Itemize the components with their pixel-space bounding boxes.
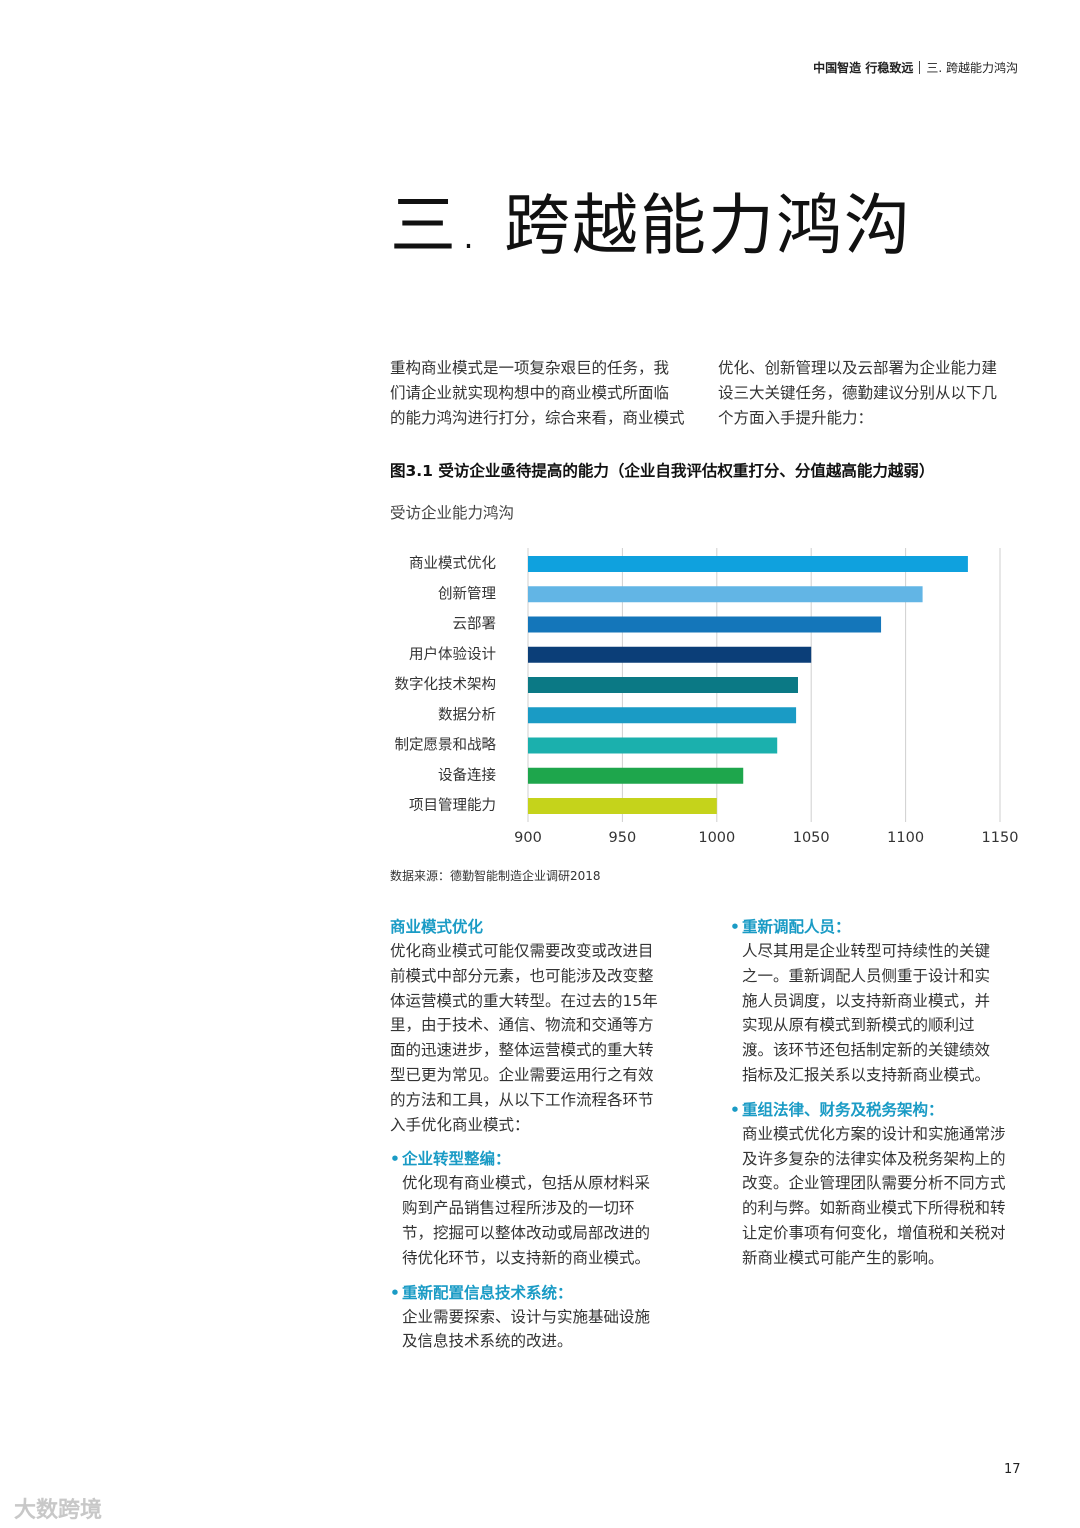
y-tick-label: 数据分析 [438, 706, 496, 723]
chart-source: 数据来源：德勤智能制造企业调研2018 [390, 869, 601, 883]
text-line: 里，由于技术、通信、物流和交通等方 [390, 1016, 654, 1035]
text-line: 体运营模式的重大转型。在过去的15年 [390, 991, 658, 1010]
text-line: 个方面入手提升能力： [718, 408, 874, 427]
figure-title: 图3.1 受访企业亟待提高的能力（企业自我评估权重打分、分值越高能力越弱） [390, 462, 935, 480]
x-tick-label: 1000 [698, 830, 735, 846]
bullet-item: 重新调配人员： 人尽其用是企业转型可持续性的关键之一。重新调配人员侧重于设计和实施… [730, 915, 1006, 1088]
text-line: 实现从原有模式到新模式的顺利过 [742, 1016, 975, 1035]
text-line: 前模式中部分元素，也可能涉及改变整 [390, 966, 654, 985]
text-line: 及许多复杂的法律实体及税务架构上的 [742, 1149, 1006, 1168]
text-line: 重构商业模式是一项复杂艰巨的任务，我 [390, 359, 670, 377]
header-separator [919, 61, 921, 74]
y-tick-label: 创新管理 [438, 585, 496, 602]
text-line: 让定价事项有何变化，增值税和关税对 [742, 1223, 1006, 1242]
y-tick-label: 云部署 [453, 616, 497, 633]
bar [528, 556, 968, 572]
header-section: 三. 跨越能力鸿沟 [926, 61, 1018, 75]
page-title: 三. 跨越能力鸿沟 [390, 187, 912, 264]
text-line: 商业模式优化方案的设计和实施通常涉 [742, 1124, 1006, 1143]
watermark: 大数跨境 [14, 1498, 103, 1523]
y-tick-label: 制定愿景和战略 [395, 737, 497, 754]
text-line: 节，挖掘可以整体改动或局部改进的 [402, 1223, 651, 1242]
text-line: 企业需要探索、设计与实施基础设施 [402, 1307, 651, 1326]
text-line: 之一。重新调配人员侧重于设计和实 [742, 966, 991, 985]
text-line: 渡。该环节还包括制定新的关键绩效 [742, 1041, 991, 1060]
text-line: 人尽其用是企业转型可持续性的关键 [742, 942, 991, 960]
intro-right: 优化、创新管理以及云部署为企业能力建 设三大关键任务，德勤建议分别从以下几 个方面入… [718, 356, 997, 430]
bar [528, 707, 797, 724]
text-line: 指标及汇报关系以支持新商业模式。 [742, 1065, 991, 1084]
bar [528, 586, 923, 603]
text-line: 入手优化商业模式： [390, 1115, 530, 1134]
text-line: 施人员调度，以支持新商业模式，并 [742, 991, 991, 1010]
body-right: 重新调配人员： 人尽其用是企业转型可持续性的关键之一。重新调配人员侧重于设计和实施… [730, 905, 1006, 1271]
text-line: 的能力鸿沟进行打分，综合来看，商业模式 [390, 408, 685, 427]
x-tick-label: 1100 [887, 830, 924, 846]
bar [528, 798, 717, 814]
text-line: 型已更为常见。企业需要运用行之有效 [390, 1065, 654, 1084]
body-left: 商业模式优化优化商业模式可能仅需要改变或改进目 前模式中部分元素，也可能涉及改变整… [390, 915, 658, 1354]
bullet-item: 重组法律、财务及税务架构： 商业模式优化方案的设计和实施通常涉及许多复杂的法律实体… [730, 1098, 1006, 1271]
bar [528, 737, 778, 754]
text-line: 优化现有商业模式，包括从原材料采 [402, 1174, 651, 1193]
bullet-heading: 重组法律、财务及税务架构： [742, 1098, 1006, 1122]
page-number: 17 [1004, 1462, 1021, 1477]
y-tick-label: 商业模式优化 [409, 555, 496, 572]
text-line: 优化、创新管理以及云部署为企业能力建 [718, 359, 998, 377]
running-header: 中国智造 行稳致远 三. 跨越能力鸿沟 [813, 59, 1018, 76]
bullet-heading: 重新配置信息技术系统： [402, 1281, 658, 1305]
bullet-heading: 企业转型整编： [402, 1147, 658, 1171]
y-tick-label: 设备连接 [438, 767, 496, 784]
text-line: 设三大关键任务，德勤建议分别从以下几 [718, 383, 998, 402]
text-line: 及信息技术系统的改进。 [402, 1332, 573, 1351]
y-tick-label: 项目管理能力 [409, 797, 496, 814]
text-line: 优化商业模式可能仅需要改变或改进目 [390, 942, 654, 960]
bar [528, 616, 882, 633]
text-line: 的方法和工具，从以下工作流程各环节 [390, 1090, 654, 1109]
text-line: 购到产品销售过程所涉及的一切环 [402, 1199, 635, 1218]
text-line: 的利与弊。如新商业模式下所得税和转 [742, 1199, 1006, 1218]
x-tick-label: 1050 [793, 830, 830, 846]
bar [528, 677, 798, 693]
bar [528, 646, 812, 663]
section-heading: 商业模式优化 [390, 918, 484, 936]
text-line: 新商业模式可能产生的影响。 [742, 1248, 944, 1267]
intro-left: 重构商业模式是一项复杂艰巨的任务，我 们请企业就实现构想中的商业模式所面临 的能力鸿… [390, 356, 685, 430]
text-line: 待优化环节，以支持新的商业模式。 [402, 1248, 651, 1267]
text-line: 改变。企业管理团队需要分析不同方式 [742, 1174, 1006, 1193]
text-line: 面的迅速进步，整体运营模式的重大转 [390, 1041, 654, 1060]
chart-subtitle: 受访企业能力鸿沟 [390, 504, 515, 522]
x-tick-label: 1150 [982, 830, 1019, 846]
header-brand: 中国智造 行稳致远 [813, 61, 914, 75]
bullet-item: 企业转型整编： 优化现有商业模式，包括从原材料采购到产品销售过程所涉及的一切环节，… [390, 1147, 658, 1270]
x-tick-label: 900 [514, 830, 542, 846]
bar [528, 767, 744, 784]
bullet-heading: 重新调配人员： [742, 915, 1006, 939]
y-tick-label: 用户体验设计 [409, 646, 496, 663]
y-tick-label: 数字化技术架构 [395, 676, 497, 693]
x-tick-label: 950 [609, 830, 637, 846]
text-line: 们请企业就实现构想中的商业模式所面临 [390, 383, 670, 402]
